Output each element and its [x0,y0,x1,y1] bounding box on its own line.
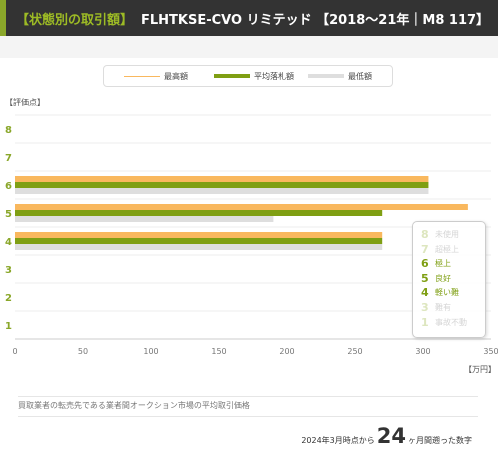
legend-label-min: 最低額 [348,71,372,81]
grade-key-item: 3 難有 [421,301,451,314]
y-tick-label: 1 [5,321,12,332]
grade-key-number: 5 [421,271,429,285]
bar-max [15,204,468,210]
grade-key-number: 3 [421,301,429,314]
legend-item-max: 最高額 [124,66,188,86]
model-title: FLHTKSE-CVO リミテッド 【2018〜21年｜M8 117】 [141,12,490,28]
source-note: 買取業者の転売先である業者間オークション市場の平均取引価格 [18,396,478,417]
bar-min [15,188,429,194]
period-footer: 2024年3月時点から 24 ヶ月間遡った数字 [301,424,472,448]
bar-min [15,244,383,250]
x-tick-label: 150 [211,347,226,356]
months-count: 24 [376,424,406,448]
grade-key-label: 軽い難 [435,288,459,298]
grade-key-item: 4 軽い難 [421,286,459,299]
y-tick-label: 8 [5,125,12,136]
grade-key-label: 未使用 [435,230,459,239]
x-tick-label: 200 [279,347,294,356]
bar-avg [15,182,429,188]
grade-key-number: 7 [421,242,429,256]
x-tick-label: 0 [12,347,17,356]
grade-key-label: 極上 [435,259,451,269]
y-tick-label: 2 [5,293,12,304]
y-axis-title: 【評価点】 [5,98,45,107]
legend-swatch-max [124,75,160,77]
legend-label-avg: 平均落札額 [254,71,294,81]
bar-avg [15,238,383,244]
footer-prefix: 2024年3月時点から [301,436,375,445]
x-tick-label: 100 [143,347,158,356]
grade-key-item: 6 極上 [421,257,451,270]
chart-legend: 最高額 平均落札額 最低額 [103,65,393,87]
x-tick-label: 50 [78,347,88,356]
legend-swatch-min [308,74,344,78]
grade-key-number: 4 [421,286,429,300]
bar-max [15,176,429,182]
grade-key-item: 1 事故不動 [421,316,467,329]
x-tick-label: 350 [483,347,498,356]
legend-swatch-avg [214,74,250,78]
grade-key-number: 6 [421,257,429,271]
chart-header: 【状態別の取引額】 FLHTKSE-CVO リミテッド 【2018〜21年｜M8… [0,0,498,36]
grade-key-label: 難有 [435,303,451,312]
grade-key-label: 事故不動 [435,317,467,327]
grade-key-item: 7 超極上 [421,243,459,256]
legend-label-max: 最高額 [164,71,188,81]
grade-key-number: 8 [421,228,429,241]
y-tick-label: 5 [5,209,12,220]
bar-min [15,216,274,222]
grade-key-box: 8 未使用 7 超極上 6 極上 5 良好 4 軽い難 3 難有 1 事故不動 [412,221,486,338]
y-tick-label: 3 [5,265,12,276]
y-tick-label: 7 [5,153,12,164]
footer-suffix: ヶ月間遡った数字 [408,436,472,445]
grade-key-number: 1 [421,315,429,329]
header-band [0,36,498,58]
legend-item-avg: 平均落札額 [214,66,294,86]
bar-max [15,232,383,238]
y-tick-label: 6 [5,181,12,192]
y-tick-label: 4 [5,237,12,248]
section-tag: 【状態別の取引額】 [16,12,134,28]
grade-key-label: 超極上 [435,244,459,254]
x-tick-label: 300 [415,347,430,356]
grade-key-item: 8 未使用 [421,228,459,241]
grade-key-label: 良好 [435,273,451,283]
grade-key-item: 5 良好 [421,272,451,285]
x-axis-unit: 【万円】 [464,365,496,374]
bar-avg [15,210,383,216]
legend-item-min: 最低額 [308,66,372,86]
x-tick-label: 250 [347,347,362,356]
